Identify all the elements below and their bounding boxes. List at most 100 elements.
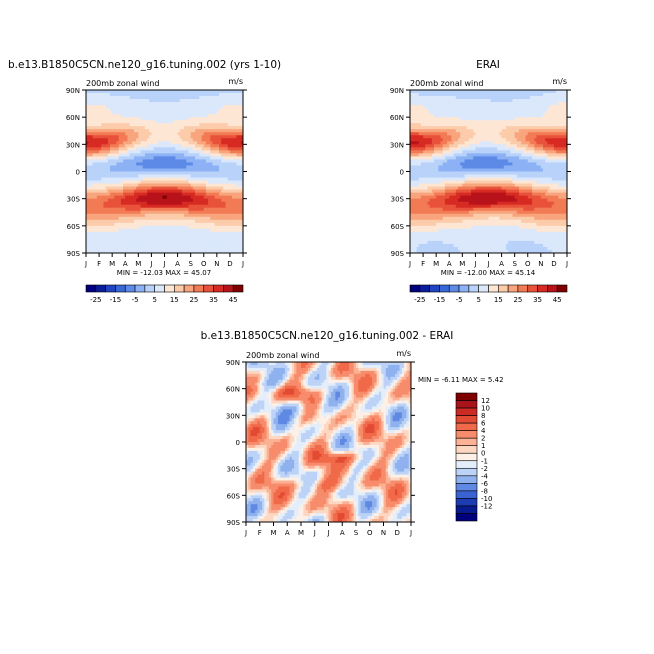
heatmap-cell [190,162,194,166]
heatmap-cell [219,174,222,178]
heatmap-cell [186,159,189,163]
heatmap-cell [208,114,211,118]
heatmap-cell [190,123,194,127]
heatmap-cell [227,147,231,151]
x-tick-label: A [175,260,180,268]
heatmap-cell [227,171,231,175]
heatmap-cell [109,117,113,121]
heatmap-cell [203,93,207,97]
heatmap-cell [171,93,174,97]
heatmap-cell [125,174,128,178]
heatmap-cell [103,105,107,109]
heatmap-cell [234,180,237,184]
heatmap-cell [88,150,91,154]
heatmap-cell [136,165,139,169]
heatmap-cell [186,156,189,160]
heatmap-cell [221,93,224,97]
x-tick-label: N [214,260,219,268]
heatmap-cell [197,111,200,115]
heatmap-cell [103,153,107,157]
heatmap-cell [94,180,98,184]
heatmap-cell [114,99,117,103]
heatmap-cell [129,156,133,160]
heatmap-cell [188,180,192,184]
heatmap-cell [88,186,91,191]
heatmap-cell [195,132,198,136]
heatmap-cell [147,168,150,172]
heatmap-cell [99,180,102,184]
heatmap-cell [175,111,178,115]
heatmap-cell [123,114,126,118]
heatmap-cell [123,156,126,160]
heatmap-cell [173,141,176,145]
heatmap-cell [103,138,107,142]
heatmap-cell [171,111,174,115]
heatmap-cell [123,162,126,166]
heatmap-cell [147,174,150,178]
heatmap-cell [151,180,154,184]
heatmap-cell [229,114,233,118]
heatmap-cell [120,93,124,97]
heatmap-cell [216,162,220,166]
heatmap-cell [179,159,183,163]
heatmap-cell [160,180,163,184]
heatmap-cell [184,156,187,160]
heatmap-cell [162,156,165,160]
heatmap-cell [138,153,141,157]
heatmap-cell [162,129,165,133]
heatmap-cell [118,90,122,94]
heatmap-cell [112,102,115,106]
heatmap-cell [175,123,178,127]
heatmap-cell [129,174,133,178]
heatmap-cell [155,162,159,166]
heatmap-cell [114,123,117,127]
heatmap-cell [125,138,128,142]
heatmap-cell [168,123,172,127]
heatmap-cell [186,183,189,187]
heatmap-cell [212,159,216,163]
colorbar-swatch [193,284,205,293]
heatmap-cell [181,144,185,148]
heatmap-cell [90,126,93,130]
heatmap-cell [184,102,187,106]
heatmap-cell [184,141,187,145]
heatmap-cell [118,132,122,136]
heatmap-cell [205,114,209,118]
heatmap-cell [171,126,174,130]
heatmap-cell [92,180,96,184]
heatmap-cell [234,129,237,133]
heatmap-cell [197,135,200,139]
heatmap-cell [125,135,128,139]
heatmap-cell [86,90,89,94]
heatmap-cell [164,123,168,127]
heatmap-cell [234,162,237,166]
heatmap-cell [225,111,229,115]
heatmap-cell [118,138,122,142]
heatmap-cell [177,105,181,109]
heatmap-cell [138,156,141,160]
heatmap-cell [192,138,196,142]
heatmap-cell [116,120,120,124]
heatmap-cell [114,180,117,184]
heatmap-cell [197,120,200,124]
heatmap-cell [236,168,240,172]
heatmap-cell [195,177,198,181]
heatmap-cell [125,90,128,94]
heatmap-cell [149,105,152,109]
heatmap-cell [227,165,231,169]
heatmap-cell [144,150,148,154]
heatmap-cell [149,147,152,151]
heatmap-cell [144,105,148,109]
heatmap-cell [157,171,161,175]
heatmap-cell [188,165,192,169]
heatmap-cell [103,162,107,166]
heatmap-cell [120,117,124,121]
heatmap-cell [229,153,233,157]
heatmap-cell [155,183,159,187]
heatmap-cell [155,93,159,97]
heatmap-cell [232,111,235,115]
heatmap-cell [107,156,111,160]
heatmap-cell [133,141,137,145]
heatmap-cell [160,174,163,178]
heatmap-cell [162,174,165,178]
